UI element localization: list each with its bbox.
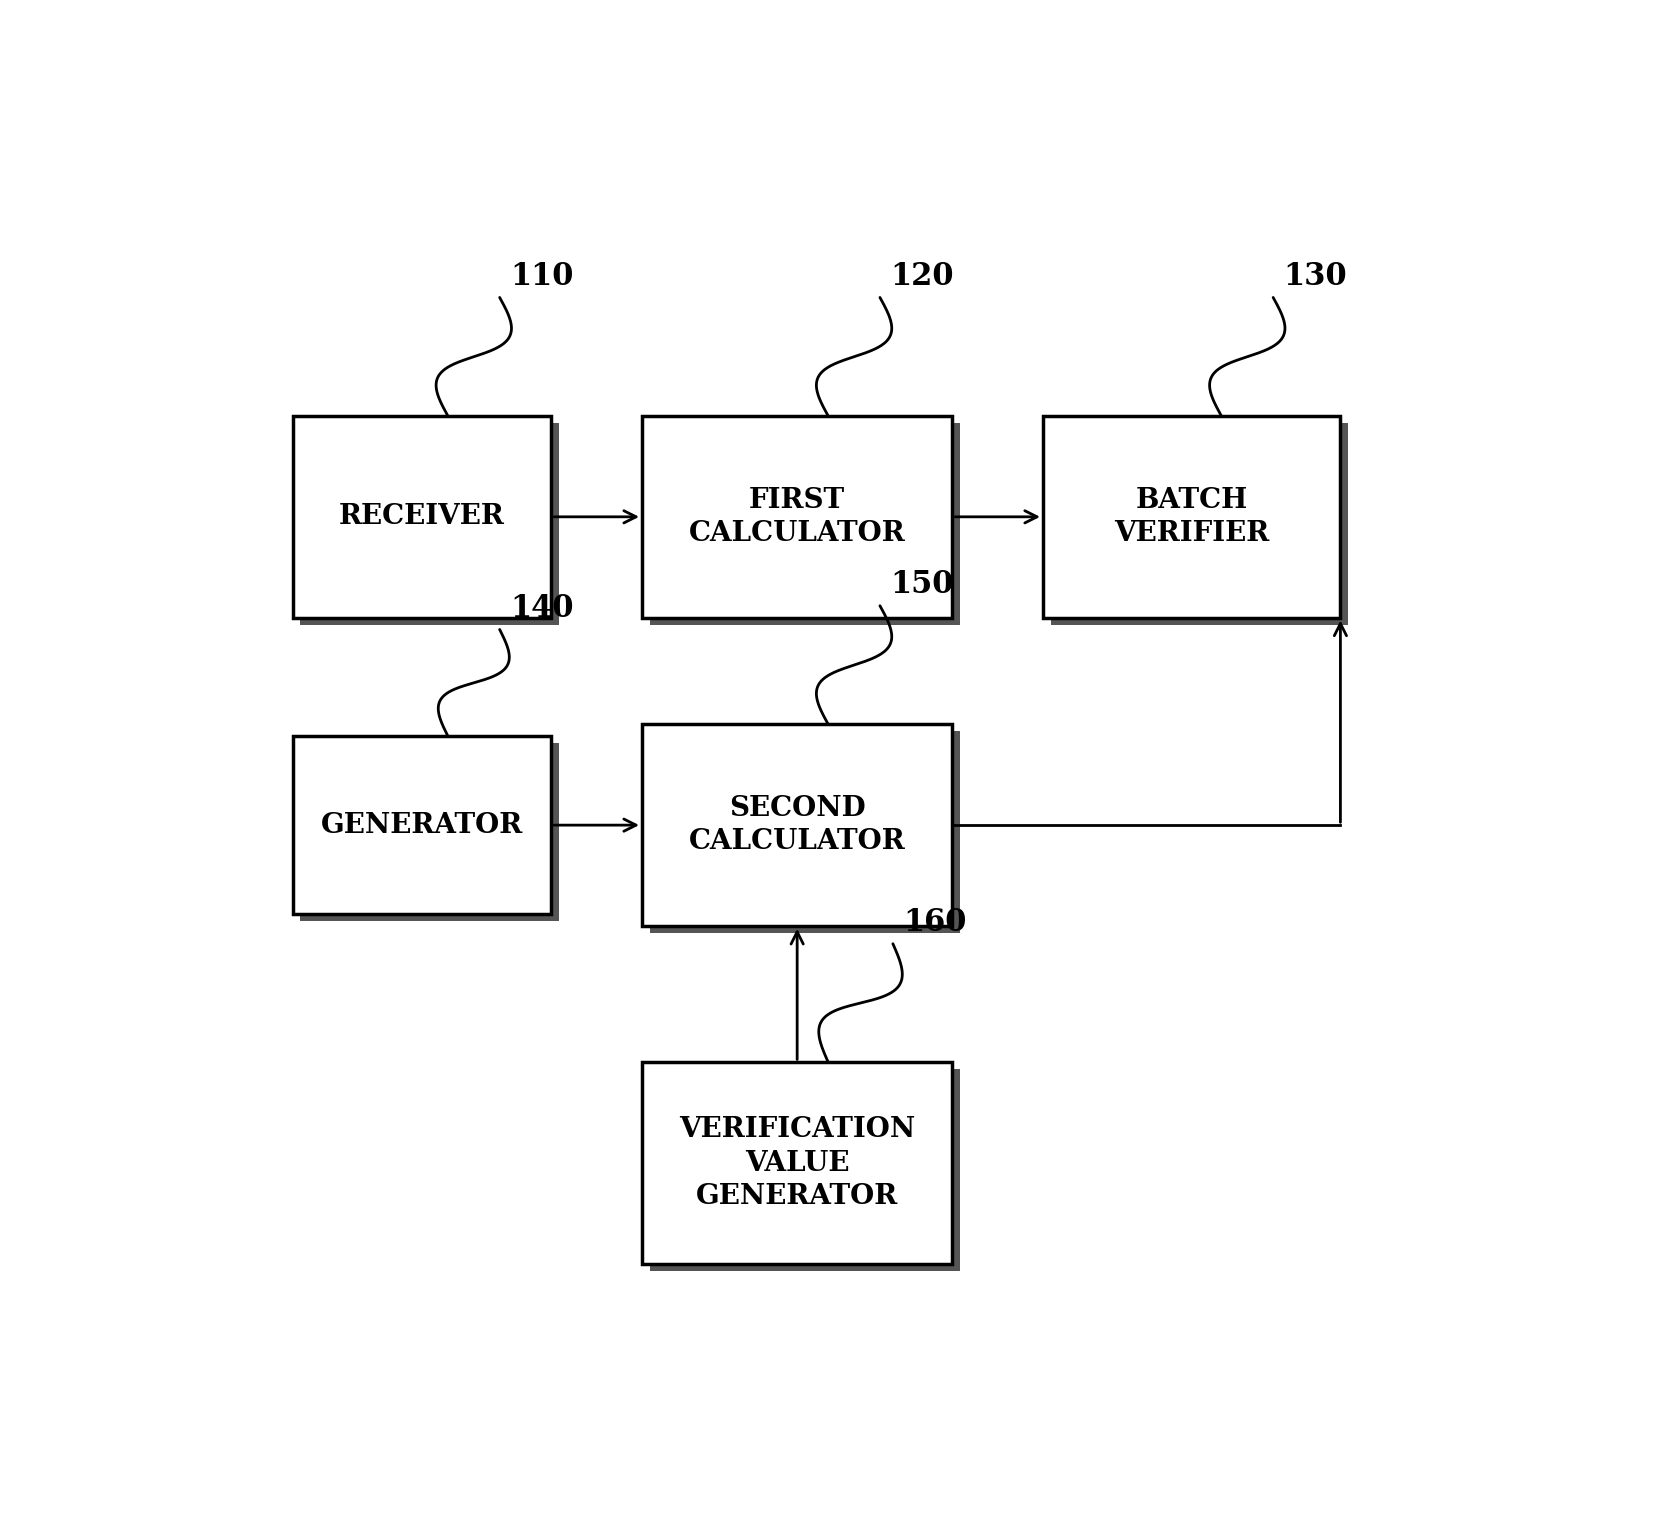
Text: SECOND
CALCULATOR: SECOND CALCULATOR: [689, 795, 906, 855]
Bar: [643, 416, 953, 618]
Text: 110: 110: [511, 260, 574, 291]
Text: 140: 140: [511, 593, 574, 624]
Bar: [1051, 424, 1349, 625]
Text: BATCH
VERIFIER: BATCH VERIFIER: [1113, 487, 1270, 547]
Text: 150: 150: [890, 568, 953, 599]
Bar: [300, 424, 559, 625]
Text: GENERATOR: GENERATOR: [320, 812, 522, 839]
Bar: [649, 424, 960, 625]
Text: 120: 120: [890, 260, 953, 291]
Bar: [300, 744, 559, 921]
Bar: [643, 724, 953, 926]
Bar: [649, 732, 960, 933]
Bar: [1043, 416, 1340, 618]
Bar: [649, 1069, 960, 1270]
Text: RECEIVER: RECEIVER: [339, 504, 506, 530]
Text: VERIFICATION
VALUE
GENERATOR: VERIFICATION VALUE GENERATOR: [679, 1116, 915, 1210]
Text: 130: 130: [1283, 260, 1347, 291]
Bar: [292, 416, 551, 618]
Text: FIRST
CALCULATOR: FIRST CALCULATOR: [689, 487, 906, 547]
Bar: [643, 1063, 953, 1264]
Text: 160: 160: [903, 907, 966, 938]
Bar: [292, 736, 551, 915]
